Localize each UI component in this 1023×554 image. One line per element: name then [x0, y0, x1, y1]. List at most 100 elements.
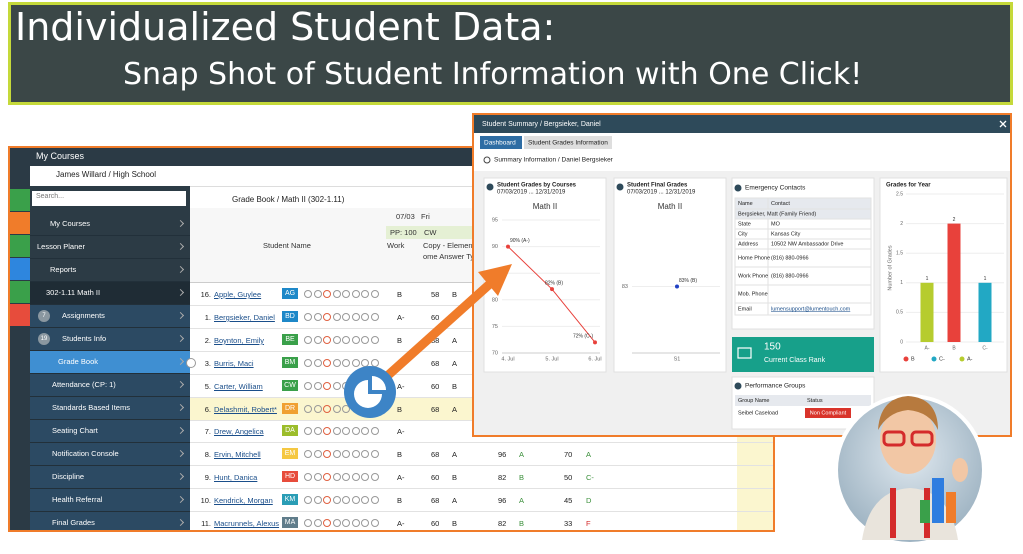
nav-item — [30, 420, 190, 443]
nav-label: Grade Book — [58, 357, 99, 366]
y-tick-label: 0.5 — [896, 310, 903, 316]
row-number: 6. — [204, 404, 211, 414]
nav-item — [30, 351, 190, 374]
status-icon — [342, 473, 350, 482]
cell-score: 60 — [431, 381, 440, 391]
perf-header-row — [735, 395, 871, 406]
status-icon — [323, 404, 331, 413]
bar-value-label: 1 — [984, 276, 987, 282]
y-tick-label: 80 — [492, 297, 498, 303]
cell-grade: B — [397, 450, 403, 460]
status-icon — [361, 473, 369, 482]
nav-label: Health Referral — [52, 495, 103, 504]
student-summary-popup: Student Summary / Bergsieker, Daniel Dash… — [472, 113, 1012, 437]
y-tick-label: 95 — [492, 217, 498, 223]
top-bar-title: My Courses — [36, 151, 85, 161]
status-icon — [370, 335, 379, 344]
cell-letter: A — [452, 335, 458, 345]
status-icon — [342, 496, 350, 505]
card — [613, 177, 727, 373]
status-icon — [332, 312, 341, 321]
grade-bar — [920, 282, 934, 342]
initials-badge: MA — [282, 517, 298, 528]
close-button — [999, 120, 1007, 128]
status-icon — [332, 450, 341, 459]
x-tick-label: B — [952, 345, 956, 351]
icon-strip-button — [10, 212, 30, 234]
status-icon — [342, 519, 350, 527]
y-tick-label: 1.5 — [896, 251, 903, 257]
card-title: Grades for Year — [886, 183, 931, 189]
cell-extra: 33 — [564, 519, 573, 528]
nav-item — [30, 213, 190, 236]
status-icon — [351, 290, 360, 298]
status-icon — [323, 473, 331, 482]
status-icon — [361, 496, 369, 505]
status-icon — [342, 335, 350, 344]
y-tick-label: 83 — [622, 284, 628, 290]
nav-badge: 19 — [38, 333, 50, 345]
y-tick-label: 2 — [900, 221, 903, 227]
status-icon — [351, 312, 360, 321]
status-icon — [323, 496, 331, 505]
status-icon — [370, 404, 379, 413]
row-number: 7. — [204, 427, 211, 437]
rank-value: 150 — [764, 342, 781, 353]
row-number: 5. — [204, 381, 211, 391]
status-icon — [332, 404, 341, 413]
status-icon — [323, 427, 331, 436]
nav-label: Final Grades — [52, 518, 95, 527]
status-icon — [370, 473, 379, 482]
grade-bar — [978, 282, 992, 342]
perf-header: Group Name — [738, 398, 770, 404]
status-icon — [361, 404, 369, 413]
status-icon — [351, 473, 360, 482]
status-icon — [304, 290, 312, 298]
chart-subtitle: Math II — [658, 202, 682, 211]
grid-row — [190, 443, 773, 467]
contact-row — [734, 197, 872, 210]
cell-score: 58 — [431, 290, 440, 299]
status-icon — [342, 381, 350, 390]
status-icon — [313, 404, 322, 413]
card-title: Student Final Grades — [627, 183, 688, 189]
student-link: Delashmit, Robert* — [214, 404, 277, 414]
legend-label: A- — [967, 356, 973, 362]
grade-bar — [947, 223, 961, 342]
nav-item — [30, 259, 190, 282]
contact-row — [734, 302, 872, 316]
status-icon — [332, 381, 341, 390]
cell-extra: D — [586, 496, 592, 506]
status-icon — [370, 427, 379, 436]
point-label: 82% (B) — [545, 280, 563, 286]
col-assignment: ome Answer Ty — [423, 252, 475, 261]
status-icon — [332, 427, 341, 436]
contact-label: Address — [738, 241, 758, 247]
cell-letter: B — [452, 290, 458, 299]
cell-letter: B — [452, 381, 458, 391]
student-link: Bergsieker, Daniel — [214, 312, 275, 322]
status-icon — [361, 358, 369, 367]
status-icon — [323, 450, 331, 459]
status-icon — [323, 335, 331, 344]
row-number: 9. — [204, 473, 211, 483]
title-bar — [474, 115, 1010, 133]
cell-score: 68 — [431, 496, 440, 506]
student-link: Hunt, Danica — [214, 473, 258, 483]
status-icon — [323, 312, 331, 321]
contact-label: State — [738, 221, 751, 227]
status-icon — [342, 427, 350, 436]
cell-score: 60 — [431, 519, 440, 528]
nav-label: Standards Based Items — [52, 403, 130, 412]
cell-letter: A — [452, 358, 458, 368]
cell-extra: 82 — [498, 473, 507, 483]
status-icon — [361, 427, 369, 436]
grade-point — [506, 244, 510, 249]
summary-heading: Summary Information / Daniel Bergsieker — [494, 157, 614, 164]
initials-badge: EM — [282, 448, 298, 460]
cell-score: 60 — [431, 312, 440, 322]
row-number: 8. — [204, 450, 211, 460]
card-title: Performance Groups — [745, 383, 806, 390]
status-icon — [313, 473, 322, 482]
nav-item — [30, 489, 190, 512]
